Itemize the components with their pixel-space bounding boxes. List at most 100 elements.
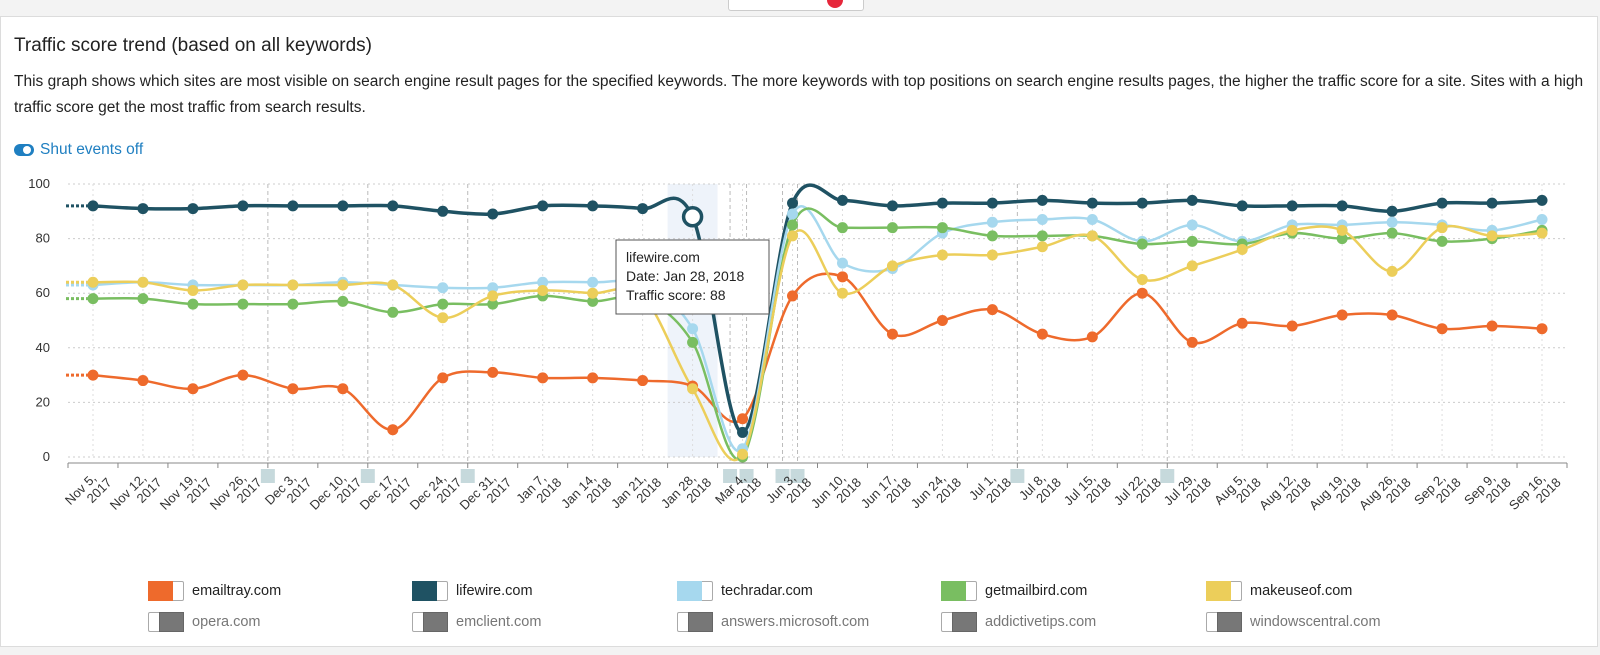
- point-techradar-com: [1386, 216, 1398, 228]
- y-tick-labels: 0 20 40 60 80 100: [28, 176, 50, 464]
- point-techradar-com: [986, 216, 998, 228]
- legend-item-makeuseof-com[interactable]: makeuseof.com: [1206, 581, 1352, 601]
- point-emailtray-com: [1086, 331, 1098, 343]
- legend-toggle-icon: [412, 581, 448, 601]
- point-makeuseof-com: [986, 249, 998, 261]
- point-lifewire-com: [936, 197, 948, 209]
- point-makeuseof-com: [1536, 227, 1548, 239]
- point-getmailbird-com: [986, 230, 998, 242]
- point-makeuseof-com: [437, 312, 449, 324]
- x-tick-label: Sep 9,2018: [1461, 471, 1514, 508]
- legend-item-emclient-com[interactable]: emclient.com: [412, 612, 541, 632]
- x-tick-label: Nov 12,2017: [107, 471, 165, 513]
- point-getmailbird-com: [137, 293, 149, 305]
- point-emailtray-com: [986, 304, 998, 316]
- y-tick-label: 100: [28, 176, 50, 191]
- point-lifewire-com: [1336, 200, 1348, 212]
- legend-toggle-icon: [1206, 581, 1242, 601]
- x-tick-label: Jul 15,2018: [1061, 471, 1114, 509]
- event-marker: [360, 469, 375, 483]
- series-points: [87, 194, 1548, 463]
- series-line-getmailbird-com: [92, 207, 1543, 461]
- point-makeuseof-com: [1236, 244, 1248, 256]
- series-line-emailtray-com: [92, 272, 1543, 431]
- point-getmailbird-com: [337, 295, 349, 307]
- point-makeuseof-com: [587, 287, 599, 299]
- legend-item-opera-com[interactable]: opera.com: [148, 612, 261, 632]
- x-tick-label: Aug 19,2018: [1306, 471, 1364, 513]
- point-techradar-com: [1186, 219, 1198, 231]
- point-emailtray-com: [237, 369, 249, 381]
- point-getmailbird-com: [836, 222, 848, 234]
- x-tick-label: Aug 5,2018: [1211, 471, 1264, 508]
- point-emailtray-com: [337, 383, 349, 395]
- legend-toggle-icon: [677, 612, 713, 632]
- point-makeuseof-com: [487, 290, 499, 302]
- y-tick-label: 40: [36, 340, 50, 355]
- legend-item-lifewire-com[interactable]: lifewire.com: [412, 581, 533, 601]
- point-techradar-com: [836, 257, 848, 269]
- legend-item-techradar-com[interactable]: techradar.com: [677, 581, 813, 601]
- point-makeuseof-com: [87, 276, 99, 288]
- point-makeuseof-com: [287, 279, 299, 291]
- point-getmailbird-com: [936, 222, 948, 234]
- x-tick-label: Jan 21,2018: [608, 471, 664, 512]
- x-tick-label: Jan 28,2018: [658, 471, 714, 512]
- point-makeuseof-com: [137, 276, 149, 288]
- x-tick-label: Jun 17,2018: [858, 471, 914, 512]
- legend-label: addictivetips.com: [985, 614, 1097, 630]
- legend-item-getmailbird-com[interactable]: getmailbird.com: [941, 581, 1087, 601]
- x-tick-label: Jul 1,2018: [966, 471, 1014, 506]
- legend-item-answers-microsoft-com[interactable]: answers.microsoft.com: [677, 612, 869, 632]
- x-tick-label: Jun 10,2018: [808, 471, 864, 512]
- event-marker: [775, 469, 790, 483]
- x-tick-label: Jun 3,2018: [763, 471, 814, 507]
- point-lifewire-com: [237, 200, 249, 212]
- point-makeuseof-com: [836, 287, 848, 299]
- event-marker: [723, 469, 738, 483]
- event-marker: [260, 469, 275, 483]
- point-lifewire-com: [87, 200, 99, 212]
- legend-toggle-icon: [1206, 612, 1242, 632]
- point-makeuseof-com: [1486, 230, 1498, 242]
- series-line-makeuseof-com: [92, 225, 1543, 462]
- point-emailtray-com: [737, 413, 749, 425]
- point-lifewire-com: [187, 203, 199, 215]
- point-emailtray-com: [187, 383, 199, 395]
- legend-toggle-icon: [941, 581, 977, 601]
- point-makeuseof-com: [886, 260, 898, 272]
- point-makeuseof-com: [1286, 224, 1298, 236]
- tooltip-score: Traffic score: 88: [626, 287, 726, 303]
- toggle-label: Shut events off: [40, 141, 144, 158]
- point-lifewire-com: [487, 208, 499, 220]
- legend-toggle-icon: [677, 581, 713, 601]
- legend-label: opera.com: [192, 614, 261, 630]
- tooltip-date: Date: Jan 28, 2018: [626, 268, 745, 284]
- point-makeuseof-com: [1186, 260, 1198, 272]
- point-emailtray-com: [537, 372, 549, 384]
- point-getmailbird-com: [387, 306, 399, 318]
- point-getmailbird-com: [187, 298, 199, 310]
- legend-item-emailtray-com[interactable]: emailtray.com: [148, 581, 281, 601]
- point-emailtray-com: [587, 372, 599, 384]
- point-getmailbird-com: [886, 222, 898, 234]
- point-emailtray-com: [487, 366, 499, 378]
- point-emailtray-com: [1436, 323, 1448, 335]
- shut-events-toggle[interactable]: Shut events off: [14, 141, 143, 159]
- point-lifewire-com: [337, 200, 349, 212]
- tooltip-site: lifewire.com: [626, 249, 700, 265]
- legend-item-addictivetips-com[interactable]: addictivetips.com: [941, 612, 1096, 632]
- point-makeuseof-com: [237, 279, 249, 291]
- point-techradar-com: [1086, 213, 1098, 225]
- point-lifewire-com: [1486, 197, 1498, 209]
- panel-description: This graph shows which sites are most vi…: [14, 73, 1584, 116]
- legend-item-windowscentral-com[interactable]: windowscentral.com: [1206, 612, 1381, 632]
- top-tab[interactable]: [728, 0, 864, 11]
- x-tick-label: Mar 4,2018: [712, 471, 764, 508]
- point-emailtray-com: [1486, 320, 1498, 332]
- point-lifewire-com: [886, 200, 898, 212]
- point-getmailbird-com: [587, 295, 599, 307]
- point-lifewire-com: [437, 205, 449, 217]
- point-techradar-com: [787, 208, 799, 220]
